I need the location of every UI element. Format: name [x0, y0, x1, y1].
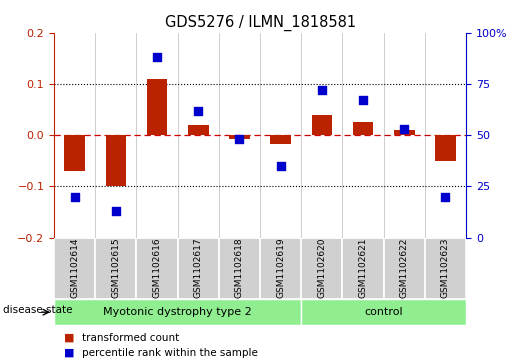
- Text: GSM1102617: GSM1102617: [194, 237, 203, 298]
- Bar: [95, 238, 136, 299]
- Point: [235, 136, 244, 142]
- Text: transformed count: transformed count: [82, 333, 180, 343]
- Title: GDS5276 / ILMN_1818581: GDS5276 / ILMN_1818581: [164, 15, 356, 31]
- Text: percentile rank within the sample: percentile rank within the sample: [82, 348, 259, 358]
- Text: GSM1102623: GSM1102623: [441, 237, 450, 298]
- Bar: [342, 238, 384, 299]
- Bar: [394, 130, 415, 135]
- Text: GSM1102614: GSM1102614: [70, 237, 79, 298]
- Bar: [270, 135, 291, 144]
- Text: Myotonic dystrophy type 2: Myotonic dystrophy type 2: [104, 307, 252, 317]
- Bar: [178, 238, 219, 299]
- Bar: [260, 238, 301, 299]
- Bar: [301, 299, 466, 325]
- Text: control: control: [365, 307, 403, 317]
- Bar: [188, 125, 209, 135]
- Bar: [54, 299, 301, 325]
- Point: [71, 194, 79, 200]
- Text: ■: ■: [64, 333, 75, 343]
- Text: GSM1102621: GSM1102621: [358, 237, 368, 298]
- Text: ■: ■: [64, 348, 75, 358]
- Text: GSM1102616: GSM1102616: [152, 237, 162, 298]
- Point: [153, 54, 161, 60]
- Bar: [353, 122, 373, 135]
- Bar: [106, 135, 126, 187]
- Bar: [312, 115, 332, 135]
- Point: [400, 126, 408, 132]
- Bar: [229, 135, 250, 139]
- Point: [441, 194, 450, 200]
- Bar: [435, 135, 456, 161]
- Bar: [147, 79, 167, 135]
- Text: GSM1102619: GSM1102619: [276, 237, 285, 298]
- Bar: [54, 238, 95, 299]
- Bar: [219, 238, 260, 299]
- Text: GSM1102620: GSM1102620: [317, 237, 327, 298]
- Point: [359, 97, 367, 103]
- Point: [318, 87, 326, 93]
- Bar: [64, 135, 85, 171]
- Bar: [425, 238, 466, 299]
- Bar: [136, 238, 178, 299]
- Text: disease state: disease state: [3, 305, 72, 315]
- Bar: [301, 238, 342, 299]
- Point: [194, 108, 202, 114]
- Point: [277, 163, 285, 169]
- Text: GSM1102622: GSM1102622: [400, 237, 409, 298]
- Point: [112, 208, 120, 214]
- Text: GSM1102618: GSM1102618: [235, 237, 244, 298]
- Text: GSM1102615: GSM1102615: [111, 237, 121, 298]
- Bar: [384, 238, 425, 299]
